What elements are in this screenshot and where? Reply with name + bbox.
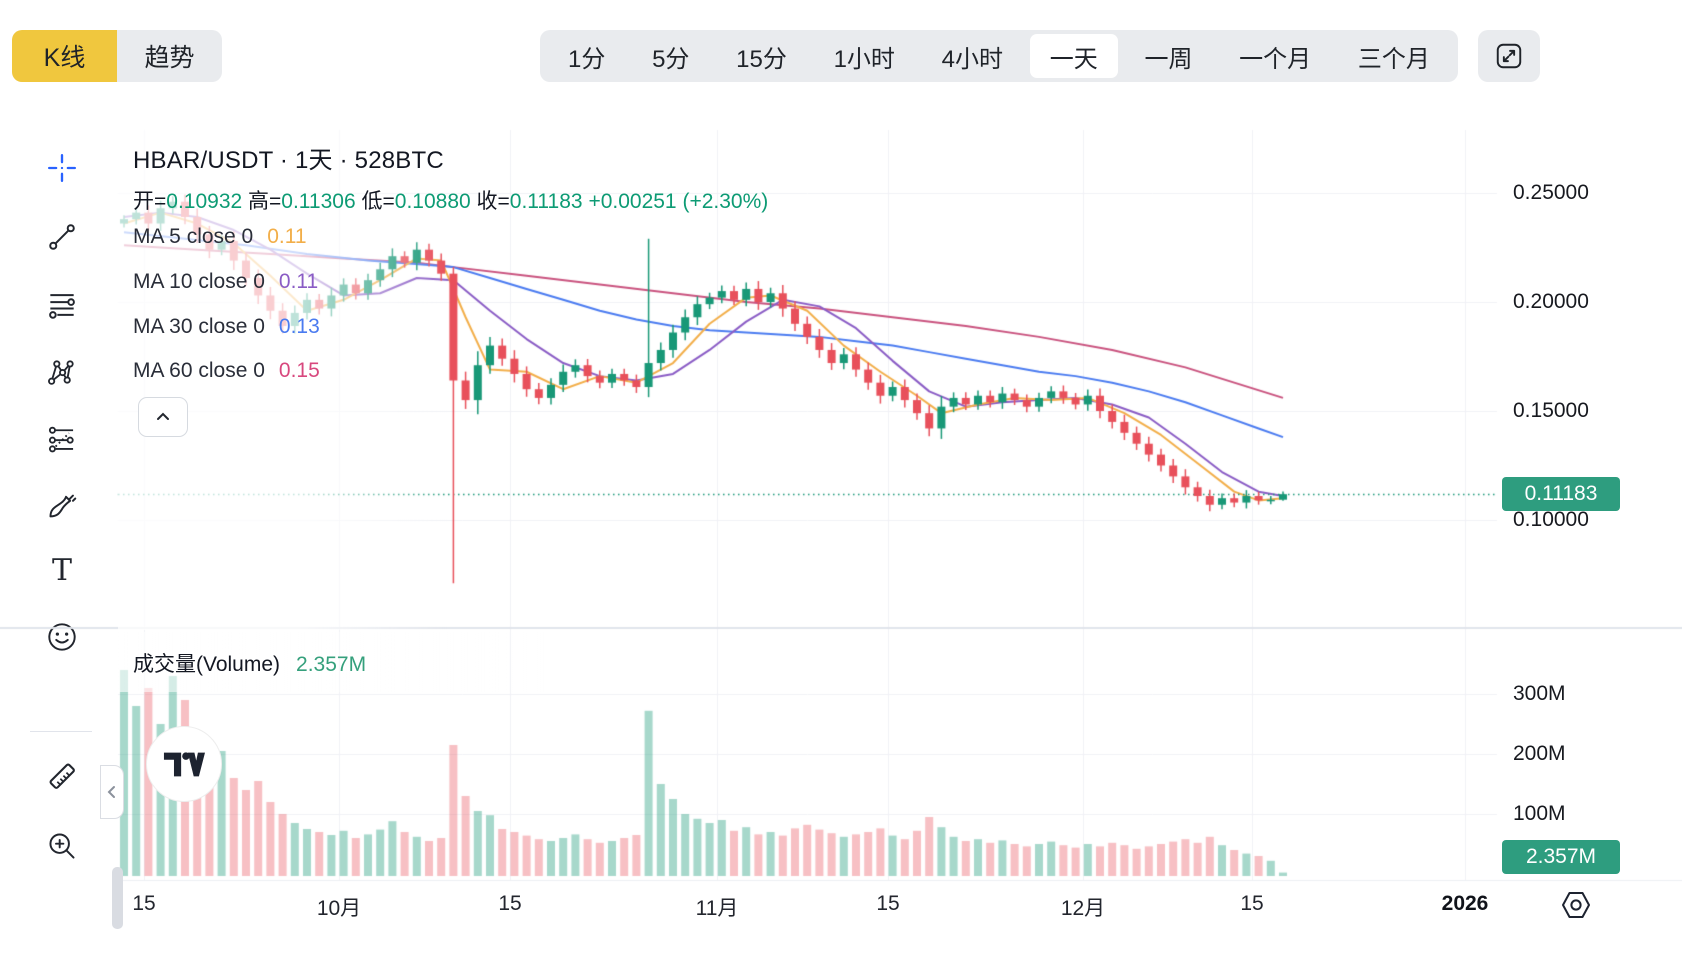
timeframe-1w[interactable]: 一周 — [1124, 34, 1212, 78]
time-axis-label: 12月 — [1060, 897, 1106, 920]
ma30-legend-row: MA 30 close 0 0.13 — [133, 315, 320, 339]
volume-label: 成交量(Volume) — [133, 653, 281, 676]
volume-tick-label: 200M — [1513, 742, 1566, 765]
last-volume-badge: 2.357M — [1502, 840, 1620, 874]
ohlc-readout: 开=0.10932 高=0.11306 低=0.10880 收=0.11183 … — [133, 185, 768, 215]
timeframe-4h[interactable]: 4小时 — [922, 34, 1023, 78]
volume-legend-row: 成交量(Volume) 2.357M — [133, 648, 366, 678]
gear-icon — [1560, 890, 1592, 920]
tradingview-logo[interactable] — [146, 726, 222, 802]
volume-value: 2.357M — [296, 653, 367, 676]
axis-scrollbar-nub[interactable] — [112, 867, 123, 929]
price-tick-label: 0.15000 — [1513, 399, 1589, 422]
timeframe-group: 1分 5分 15分 1小时 4小时 一天 一周 一个月 三个月 — [540, 30, 1458, 82]
time-axis-label: 15 — [498, 892, 522, 915]
chart-type-trend-button[interactable]: 趋势 — [117, 30, 222, 82]
chevron-left-icon — [106, 785, 118, 799]
open-value: 0.10932 — [166, 190, 243, 213]
price-tick-label: 0.20000 — [1513, 290, 1589, 313]
timeframe-3mo[interactable]: 三个月 — [1338, 34, 1450, 78]
symbol-title: HBAR/USDT · 1天 · 528BTC — [133, 147, 444, 174]
timeframe-1h[interactable]: 1小时 — [814, 34, 915, 78]
price-tick-label: 0.25000 — [1513, 181, 1589, 204]
low-value: 0.10880 — [394, 190, 471, 213]
ma60-value: 0.15 — [278, 359, 320, 382]
close-label: 收= — [476, 190, 510, 213]
change-value: +0.00251 (+2.30%) — [588, 190, 769, 213]
time-axis-label: 2026 — [1441, 892, 1489, 915]
ma30-label: MA 30 close 0 — [133, 315, 265, 338]
ma30-value: 0.13 — [278, 315, 320, 338]
timeframe-1m[interactable]: 1分 — [548, 34, 625, 78]
time-axis-settings-button[interactable] — [1558, 888, 1594, 922]
toolbar-collapse-handle[interactable] — [100, 765, 124, 819]
chart-region: HBAR/USDT · 1天 · 528BTC 开=0.10932 高=0.11… — [0, 112, 1682, 972]
time-axis-label: 11月 — [695, 897, 739, 920]
ma5-legend-row: MA 5 close 0 0.11 — [133, 225, 307, 249]
high-value: 0.11306 — [281, 190, 356, 213]
chart-type-toggle: K线 趋势 — [12, 30, 222, 82]
timeframe-1mo[interactable]: 一个月 — [1219, 34, 1331, 78]
volume-tick-label: 100M — [1513, 802, 1566, 825]
low-label: 低= — [361, 190, 395, 213]
time-axis-label: 10月 — [316, 897, 362, 920]
time-axis-label: 15 — [876, 892, 900, 915]
timeframe-1d[interactable]: 一天 — [1029, 34, 1118, 78]
ma10-legend-row: MA 10 close 0 0.11 — [133, 270, 318, 294]
fullscreen-button[interactable] — [1478, 30, 1540, 82]
ma10-value: 0.11 — [278, 270, 319, 293]
open-label: 开= — [133, 190, 167, 213]
timeframe-5m[interactable]: 5分 — [632, 34, 709, 78]
chart-type-kline-button[interactable]: K线 — [12, 30, 117, 82]
timeframe-15m[interactable]: 15分 — [716, 34, 807, 78]
close-value: 0.11183 — [509, 190, 583, 213]
time-axis-label: 15 — [1240, 892, 1264, 915]
price-tick-label: 0.10000 — [1513, 508, 1589, 531]
chevron-up-icon — [155, 409, 171, 425]
fullscreen-icon — [1494, 41, 1524, 71]
ma10-label: MA 10 close 0 — [133, 270, 265, 293]
high-label: 高= — [248, 190, 282, 213]
last-price-badge: 0.11183 — [1502, 477, 1620, 512]
volume-tick-label: 300M — [1513, 682, 1566, 705]
ma60-label: MA 60 close 0 — [133, 359, 265, 382]
ma5-label: MA 5 close 0 — [133, 225, 254, 248]
ma60-legend-row: MA 60 close 0 0.15 — [133, 359, 320, 383]
legend-collapse-button[interactable] — [138, 397, 188, 437]
time-axis-label: 15 — [132, 892, 156, 915]
ma5-value: 0.11 — [267, 225, 307, 248]
